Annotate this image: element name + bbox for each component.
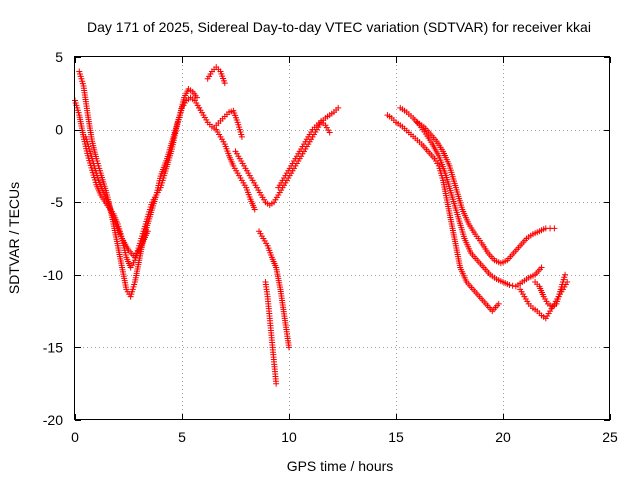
series-track-b	[76, 68, 200, 300]
y-axis-label: SDTVAR / TECUs	[6, 182, 22, 294]
data-point	[144, 228, 151, 235]
data-point	[286, 344, 292, 351]
series-track-m	[414, 119, 558, 267]
series-track-h	[256, 228, 292, 351]
data-point	[221, 80, 228, 87]
tick-label-layer: 0 5 10 15 20 25 5 0 -5 -10 -15 -20	[43, 49, 618, 445]
series-track-k	[384, 112, 502, 315]
y-tick-label: -5	[51, 194, 64, 210]
data-point	[335, 104, 342, 111]
data-point	[326, 129, 333, 136]
data-point	[495, 300, 502, 307]
series-track-d	[196, 104, 258, 213]
y-tick-label: -10	[43, 267, 63, 283]
x-axis-label: GPS time / hours	[287, 458, 394, 474]
x-tick-label: 10	[281, 429, 297, 445]
series-track-o	[532, 271, 569, 310]
series-track-c	[82, 133, 151, 261]
data-point	[193, 94, 200, 101]
series-track-f	[213, 107, 245, 140]
y-tick-label: 0	[55, 122, 63, 138]
x-tick-label: 25	[602, 429, 618, 445]
x-tick-label: 20	[495, 429, 511, 445]
data-point	[273, 380, 280, 387]
series-track-i	[262, 279, 280, 387]
chart-title: Day 171 of 2025, Sidereal Day-to-day VTE…	[87, 19, 591, 35]
y-tick-label: -20	[43, 412, 63, 428]
y-tick-label: 5	[55, 49, 63, 65]
plot-frame	[74, 56, 610, 420]
data-point	[506, 281, 513, 288]
data-point-interp	[509, 282, 516, 289]
y-tick-label: -15	[43, 339, 63, 355]
x-tick-label: 15	[388, 429, 404, 445]
data-point	[251, 206, 258, 213]
data-point	[551, 225, 558, 232]
data-point	[538, 264, 545, 271]
series-track-l	[397, 104, 545, 290]
data-layer	[72, 64, 571, 387]
data-point	[562, 271, 569, 278]
series-track-j	[275, 117, 333, 191]
x-tick-label: 5	[178, 429, 186, 445]
x-tick-label: 0	[71, 429, 79, 445]
tick-layer	[75, 57, 611, 421]
grid-layer	[75, 57, 610, 420]
series-track-e	[204, 64, 228, 87]
data-point	[238, 133, 245, 140]
